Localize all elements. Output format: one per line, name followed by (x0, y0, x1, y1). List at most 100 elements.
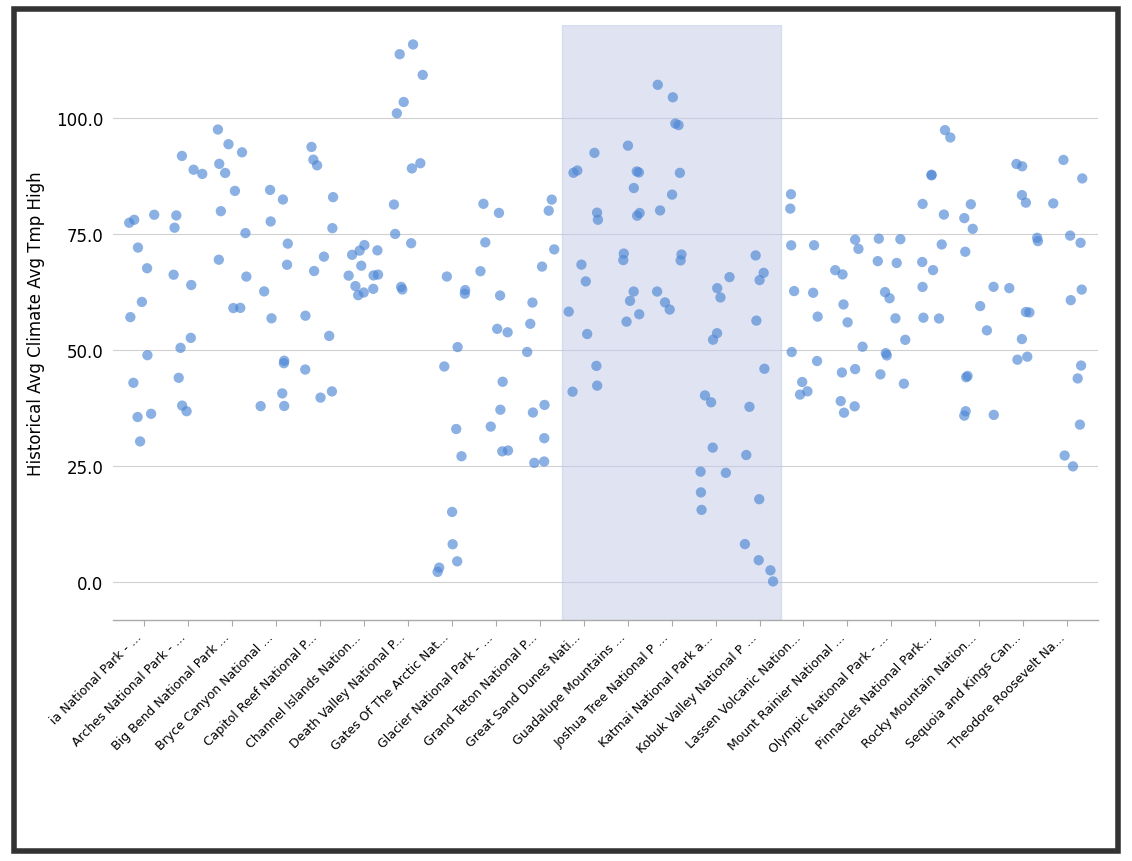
Point (959, 369, 977, 383)
Point (542, 194, 560, 208)
Point (429, 566, 447, 579)
Point (354, 286, 372, 300)
Point (340, 269, 358, 283)
Point (877, 347, 895, 361)
Point (1018, 350, 1036, 364)
Point (173, 150, 191, 164)
Point (365, 282, 383, 296)
Point (343, 249, 361, 263)
Point (736, 537, 754, 551)
Point (617, 315, 635, 329)
Point (1017, 306, 1035, 319)
Point (355, 238, 374, 252)
Point (963, 223, 981, 237)
Point (573, 258, 591, 272)
Point (535, 455, 554, 469)
Point (786, 285, 804, 299)
Point (173, 400, 191, 413)
Point (835, 406, 854, 420)
Point (185, 164, 203, 177)
Point (1069, 372, 1087, 386)
Point (872, 368, 890, 381)
Point (962, 198, 980, 212)
Point (121, 311, 139, 325)
Point (915, 312, 933, 325)
Point (671, 167, 689, 181)
Point (955, 409, 974, 423)
Point (311, 391, 329, 405)
Point (747, 314, 765, 328)
Point (351, 245, 369, 258)
Point (171, 342, 189, 356)
Point (533, 260, 551, 274)
Bar (561, 26, 781, 620)
Point (717, 467, 735, 480)
Point (846, 362, 864, 376)
Point (794, 375, 812, 389)
Point (1071, 418, 1089, 432)
Point (833, 269, 851, 282)
Point (365, 269, 383, 283)
Point (142, 407, 160, 421)
Point (936, 124, 954, 138)
Point (456, 288, 474, 301)
Point (349, 289, 367, 303)
Point (535, 432, 554, 446)
Point (782, 188, 800, 201)
Point (846, 233, 864, 247)
Point (391, 48, 409, 62)
Point (914, 198, 932, 212)
Point (958, 371, 976, 385)
Point (720, 271, 738, 285)
Point (1055, 449, 1073, 463)
Point (305, 265, 323, 279)
Point (182, 279, 200, 293)
Point (546, 243, 564, 257)
Point (275, 357, 293, 371)
Point (923, 169, 941, 183)
Point (308, 159, 326, 173)
Point (302, 141, 320, 155)
Point (164, 269, 182, 282)
Point (211, 158, 229, 171)
Point (672, 248, 691, 262)
Point (1054, 154, 1072, 168)
Point (386, 228, 404, 242)
Point (764, 575, 782, 589)
Point (755, 267, 773, 281)
Point (826, 264, 844, 278)
Point (477, 236, 495, 250)
Point (839, 316, 857, 330)
Point (444, 538, 462, 552)
Point (805, 239, 823, 253)
Point (385, 198, 403, 212)
Point (273, 387, 291, 401)
Point (578, 328, 597, 342)
Point (474, 198, 492, 212)
Point (740, 400, 758, 414)
Point (297, 363, 315, 377)
Point (278, 258, 297, 272)
Point (751, 274, 769, 288)
Point (804, 287, 822, 300)
Point (781, 202, 799, 216)
Point (238, 270, 256, 284)
Y-axis label: Historical Avg Climate Avg Tmp High: Historical Avg Climate Avg Tmp High (27, 170, 45, 475)
Point (782, 239, 800, 253)
Point (588, 360, 606, 374)
Point (1064, 460, 1082, 474)
Point (125, 376, 143, 390)
Point (942, 132, 960, 146)
Point (315, 251, 333, 264)
Point (402, 237, 420, 251)
Point (346, 280, 365, 294)
Point (625, 285, 643, 299)
Point (615, 247, 633, 261)
Point (138, 349, 156, 362)
Point (448, 341, 466, 355)
Point (628, 165, 646, 179)
Point (585, 147, 603, 161)
Point (663, 91, 681, 105)
Point (914, 281, 932, 294)
Point (651, 204, 669, 218)
